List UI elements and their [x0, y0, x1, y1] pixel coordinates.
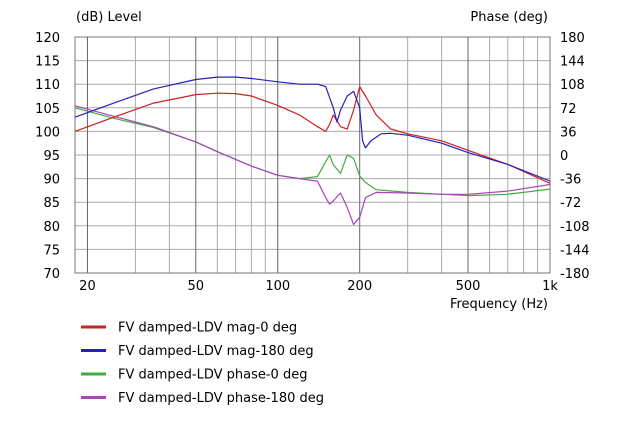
legend-label: FV damped-LDV phase-180 deg — [118, 391, 324, 406]
legend-label: FV damped-LDV phase-0 deg — [118, 368, 307, 383]
y-left-tick-label: 80 — [43, 220, 60, 235]
y-left-tick-label: 85 — [43, 196, 60, 211]
series-lines — [74, 76, 551, 226]
y-left-tick-label: 70 — [43, 267, 60, 282]
series-line-4 — [74, 105, 551, 226]
y-left-tick-label: 100 — [35, 125, 60, 140]
x-tick-label: 200 — [347, 279, 372, 294]
y-right-tick-label: -72 — [560, 196, 581, 211]
y-left-tick-label: 75 — [43, 243, 60, 258]
legend-label: FV damped-LDV mag-180 deg — [118, 344, 314, 359]
y-right-tick-label: -144 — [560, 243, 590, 258]
series-line-2 — [74, 76, 551, 182]
series-line-3 — [74, 107, 551, 197]
x-tick-label: 1k — [542, 279, 558, 294]
y-right-tick-label: -180 — [560, 267, 590, 282]
y-right-tick-label: 72 — [560, 102, 577, 117]
x-tick-label: 100 — [265, 279, 290, 294]
x-axis-label: Frequency (Hz) — [450, 297, 548, 312]
y-right-tick-label: 144 — [560, 55, 585, 70]
y-left-tick-label: 105 — [35, 102, 60, 117]
plot-area-frame — [74, 36, 551, 274]
y-right-tick-label: 0 — [560, 149, 568, 164]
x-tick-label: 50 — [188, 279, 205, 294]
y-right-tick-label: 180 — [560, 31, 585, 46]
y-right-tick-label: -108 — [560, 220, 590, 235]
x-tick-label: 500 — [456, 279, 481, 294]
y-right-axis-label: Phase (deg) — [470, 10, 548, 25]
y-left-tick-label: 115 — [35, 55, 60, 70]
series-line-1 — [74, 85, 551, 184]
x-tick-label: 20 — [79, 279, 96, 294]
y-left-tick-label: 90 — [43, 173, 60, 188]
tick-labels: 70 75 80 85 90 95 100 105 110 115 120 -180 -144 -108 -… — [35, 31, 589, 294]
y-right-tick-label: 36 — [560, 125, 577, 140]
y-left-tick-label: 95 — [43, 149, 60, 164]
y-left-axis-label: (dB) Level — [76, 10, 142, 25]
legend-label: FV damped-LDV mag-0 deg — [118, 321, 297, 336]
y-right-tick-label: 108 — [560, 78, 585, 93]
chart-legend: FV damped-LDV mag-0 deg FV damped-LDV mag… — [81, 321, 324, 406]
plot-grid — [75, 36, 551, 274]
y-left-tick-label: 120 — [35, 31, 60, 46]
y-left-tick-label: 110 — [35, 78, 60, 93]
y-right-tick-label: -36 — [560, 173, 581, 188]
